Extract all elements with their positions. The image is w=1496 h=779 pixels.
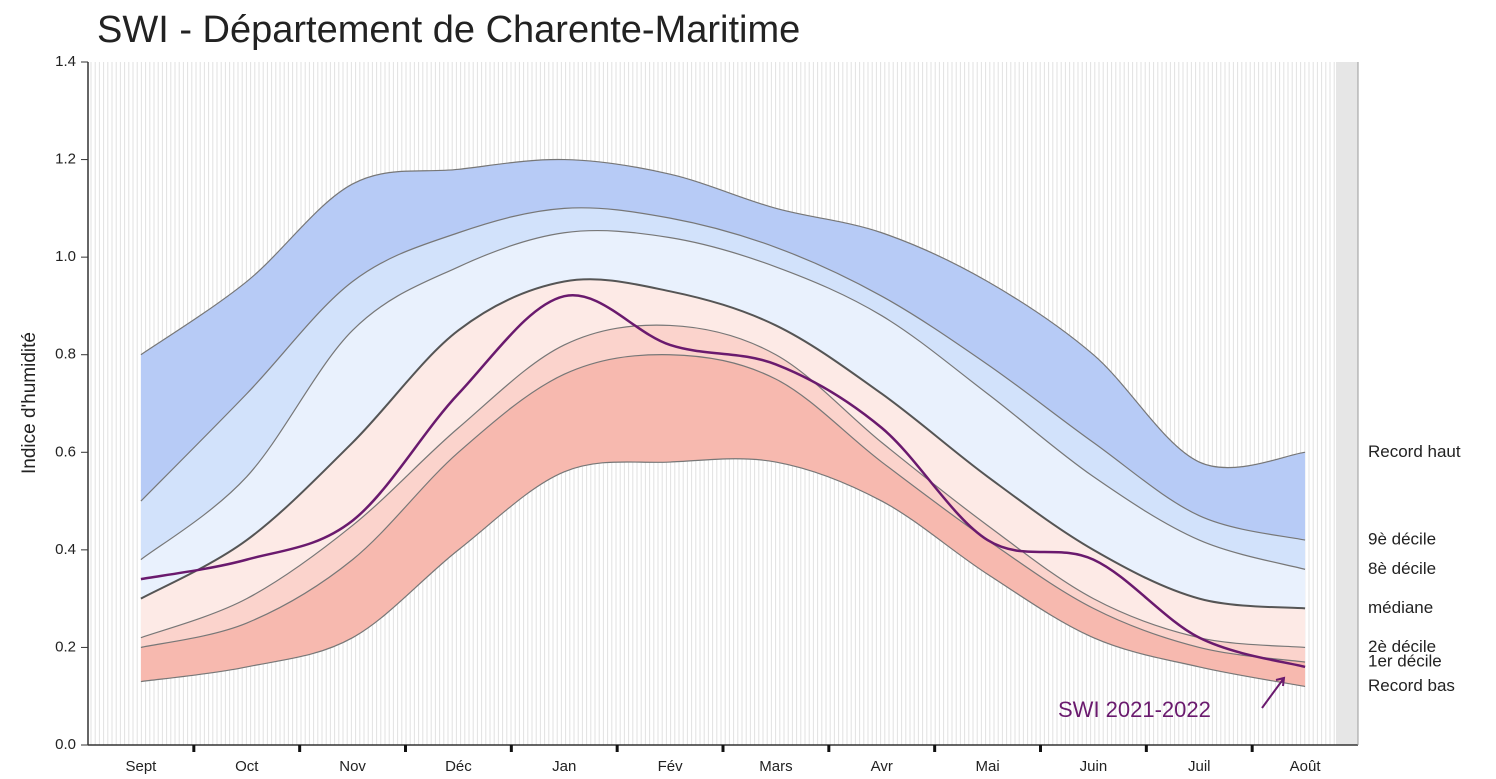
x-tick-label: Avr (871, 758, 893, 775)
annotation: SWI 2021-2022 (1058, 697, 1211, 722)
x-tick-label: Fév (658, 758, 684, 775)
x-tick-label: Nov (339, 758, 366, 775)
x-tick-label: Sept (125, 758, 157, 775)
x-tick-label: Oct (235, 758, 259, 775)
y-tick-label: 1.2 (55, 151, 76, 168)
y-tick-label: 0.6 (55, 443, 76, 460)
legend-label: 2è décile (1368, 637, 1436, 656)
x-tick-label: Déc (445, 758, 472, 775)
x-tick-label: Mars (759, 758, 792, 775)
band (140, 279, 1306, 648)
annotation-arrow (1261, 676, 1286, 709)
y-tick-label: 1.0 (55, 248, 76, 265)
legend-label: Record bas (1368, 676, 1455, 695)
y-axis-label: Indice d'humidité (19, 332, 40, 474)
series-line (140, 158, 1306, 469)
current-line (140, 293, 1306, 669)
legend-label: 8è décile (1368, 559, 1436, 578)
x-tick-label: Jan (552, 758, 576, 775)
legend-label: 1er décile (1368, 652, 1442, 671)
series-line (140, 278, 1306, 610)
y-tick-label: 0.8 (55, 346, 76, 363)
x-tick-label: Juin (1080, 758, 1108, 775)
x-tick-label: Août (1290, 758, 1322, 775)
band (140, 159, 1306, 541)
series-line (140, 230, 1306, 570)
legend-label: 9è décile (1368, 530, 1436, 549)
band (140, 207, 1306, 570)
y-tick-label: 0.4 (55, 541, 76, 558)
chart-title: SWI - Département de Charente-Maritime (97, 9, 800, 51)
y-tick-label: 0.2 (55, 638, 76, 655)
x-tick-label: Juil (1188, 758, 1211, 775)
legend-label: médiane (1368, 598, 1433, 617)
series-line (140, 354, 1306, 663)
band (140, 354, 1306, 687)
x-tick-label: Mai (975, 758, 999, 775)
shaded-end (1336, 62, 1358, 745)
y-tick-label: 0.0 (55, 736, 76, 753)
series-line (140, 207, 1306, 541)
series-line (140, 458, 1306, 688)
band (140, 230, 1306, 609)
y-tick-label: 1.4 (55, 53, 76, 70)
series-line (140, 324, 1306, 649)
legend-label: Record haut (1368, 442, 1461, 461)
